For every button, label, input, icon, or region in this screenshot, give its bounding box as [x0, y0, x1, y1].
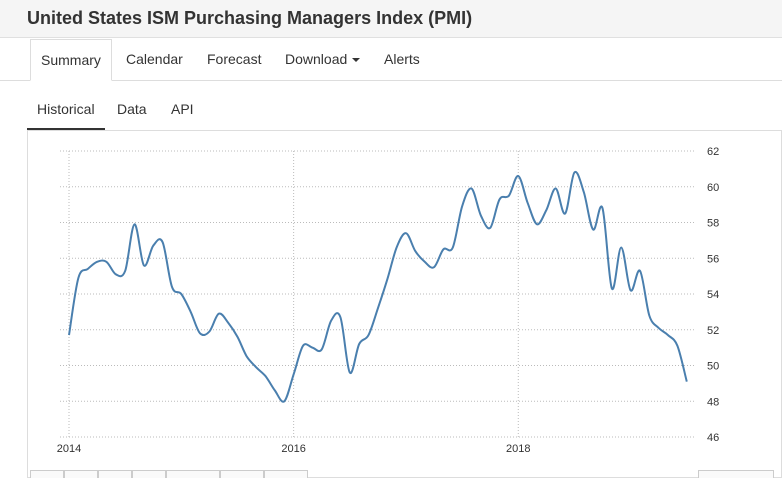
- title-bar: United States ISM Purchasing Managers In…: [0, 0, 782, 38]
- y-tick-label: 46: [707, 432, 719, 444]
- x-tick-label: 2014: [57, 443, 81, 455]
- x-tick-label: 2016: [281, 443, 305, 455]
- y-tick-label: 56: [707, 253, 719, 265]
- y-tick-label: 54: [707, 289, 719, 301]
- subtab-api[interactable]: API: [171, 101, 194, 117]
- sub-tabs: Historical Data API: [27, 92, 782, 131]
- page-title: United States ISM Purchasing Managers In…: [27, 8, 473, 28]
- toolbar-cell[interactable]: [264, 470, 308, 478]
- y-tick-label: 58: [707, 218, 719, 230]
- toolbar-cell[interactable]: [220, 470, 264, 478]
- toolbar-cell[interactable]: [166, 470, 220, 478]
- toolbar-cell[interactable]: [698, 470, 774, 478]
- toolbar-cell[interactable]: [30, 470, 64, 478]
- tab-download[interactable]: Download: [285, 39, 361, 80]
- tab-alerts[interactable]: Alerts: [384, 51, 420, 67]
- series-line: [68, 170, 688, 403]
- y-tick-label: 52: [707, 325, 719, 337]
- toolbar-cell[interactable]: [64, 470, 98, 478]
- main-tabs: Summary Calendar Forecast Download Alert…: [0, 39, 782, 81]
- y-tick-label: 50: [707, 361, 719, 373]
- y-axis-ticks: 46 48 50 52 54 56 58 60 62: [707, 146, 719, 444]
- toolbar-cell[interactable]: [132, 470, 166, 478]
- chart-grid: [60, 150, 696, 438]
- caret-down-icon: [352, 58, 361, 63]
- x-tick-label: 2018: [506, 443, 530, 455]
- toolbar-cell[interactable]: [98, 470, 132, 478]
- tab-calendar[interactable]: Calendar: [126, 51, 183, 67]
- subtab-historical[interactable]: Historical: [27, 92, 105, 130]
- tab-forecast[interactable]: Forecast: [207, 51, 262, 67]
- x-axis-ticks: 2014 2016 2018: [57, 443, 531, 455]
- subtab-data[interactable]: Data: [117, 101, 147, 117]
- tab-download-label: Download: [285, 51, 348, 67]
- y-tick-label: 60: [707, 182, 719, 194]
- y-tick-label: 62: [707, 146, 719, 158]
- tab-summary[interactable]: Summary: [30, 39, 112, 81]
- y-tick-label: 48: [707, 396, 719, 408]
